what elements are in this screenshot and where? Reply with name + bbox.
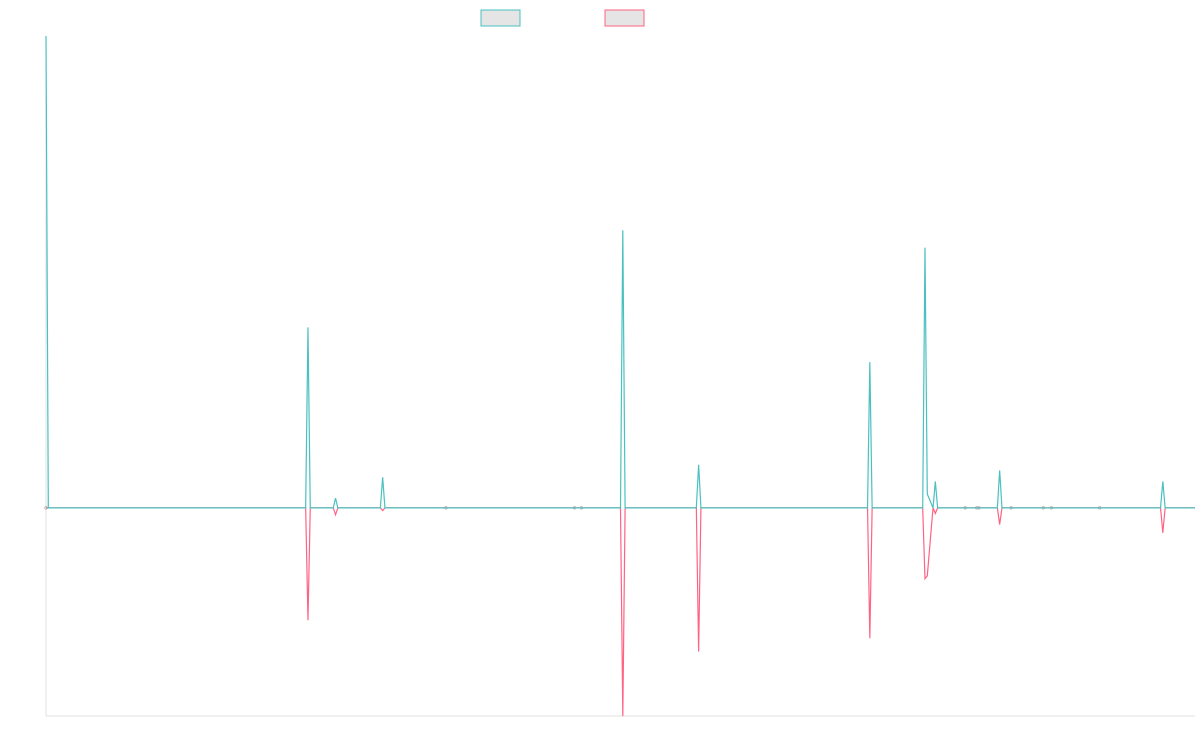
axes <box>45 36 1195 717</box>
data-point-marker-5 <box>963 506 967 510</box>
series-line-1 <box>45 35 1195 509</box>
data-point-marker-2 <box>444 506 448 510</box>
data-point-marker-1 <box>44 506 48 510</box>
plot-area <box>44 35 1195 717</box>
legend-swatch-1[interactable] <box>480 9 521 27</box>
data-point-marker-8 <box>1009 506 1013 510</box>
data-point-marker-11 <box>1098 506 1102 510</box>
data-point-marker-9 <box>1041 506 1045 510</box>
data-point-marker-7 <box>977 506 981 510</box>
data-point-marker-6 <box>975 506 979 510</box>
data-point-marker-4 <box>579 506 584 510</box>
legend-swatch-2[interactable] <box>604 9 645 27</box>
data-point-marker-10 <box>1049 506 1053 510</box>
series-line-2 <box>46 507 1195 717</box>
legend <box>480 9 645 27</box>
data-point-marker-3 <box>572 506 577 510</box>
